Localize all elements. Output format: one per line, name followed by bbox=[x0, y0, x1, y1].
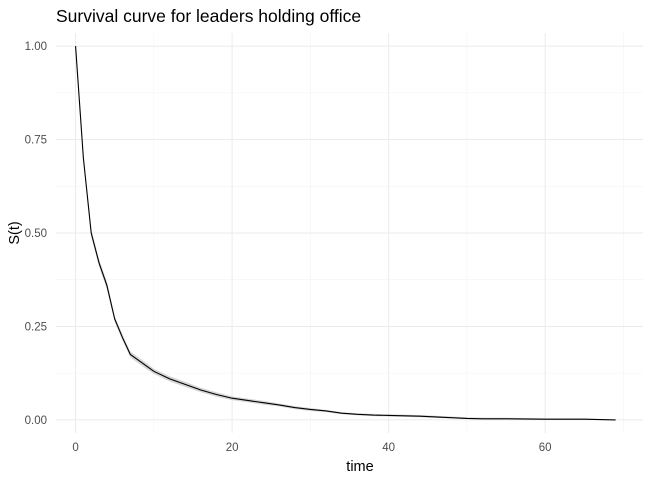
x-tick-label: 40 bbox=[382, 442, 395, 454]
x-tick-labels: 0 20 40 60 bbox=[72, 442, 551, 454]
x-tick-label: 0 bbox=[72, 442, 78, 454]
y-tick-label: 1.00 bbox=[25, 41, 47, 53]
y-tick-label: 0.50 bbox=[25, 228, 47, 240]
y-axis-label: S(t) bbox=[7, 221, 23, 244]
x-axis-label: time bbox=[346, 459, 373, 475]
y-tick-label: 0.25 bbox=[25, 321, 47, 333]
y-tick-label: 0.00 bbox=[25, 415, 47, 427]
x-tick-label: 60 bbox=[539, 442, 552, 454]
grid-lines bbox=[56, 33, 643, 433]
x-tick-label: 20 bbox=[226, 442, 239, 454]
y-tick-labels: 0.00 0.25 0.50 0.75 1.00 bbox=[25, 41, 47, 427]
chart-title: Survival curve for leaders holding offic… bbox=[56, 6, 361, 26]
survival-line bbox=[75, 46, 616, 421]
y-tick-label: 0.75 bbox=[25, 135, 47, 147]
